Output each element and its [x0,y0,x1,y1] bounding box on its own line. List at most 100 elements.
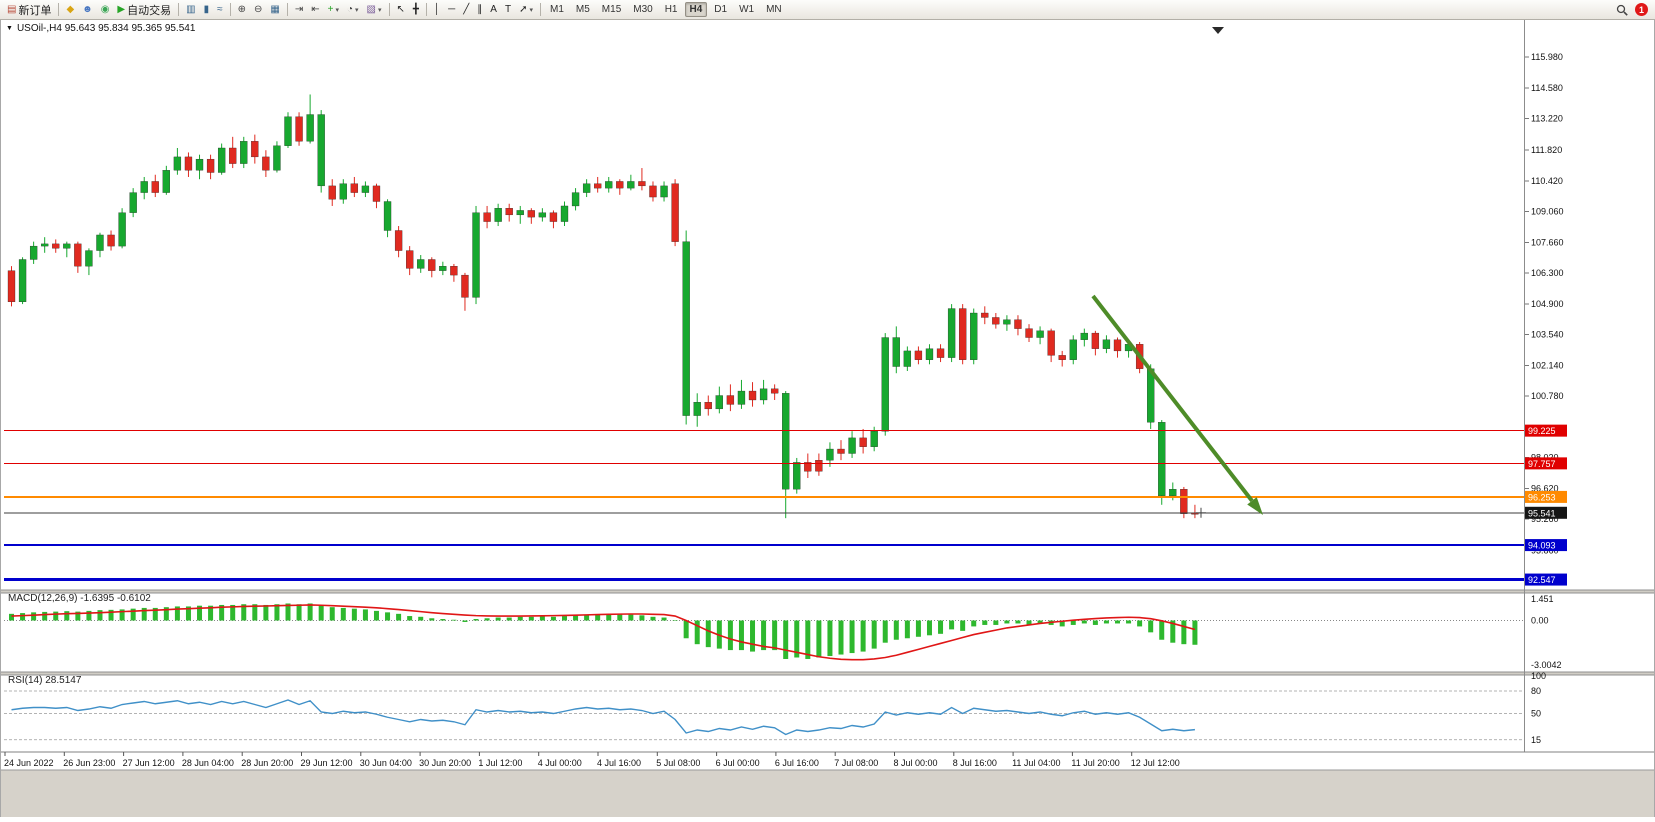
chart-menu-triangle-icon[interactable]: ▼ [6,25,13,32]
rsi-axis-label: 100 [1531,671,1546,681]
timeframe-h4-button[interactable]: H4 [684,2,708,17]
macd-histogram-bar [263,604,269,621]
vertical-line-button[interactable]: │ [430,0,444,19]
candlestick-chart-button[interactable]: ▮ [200,0,214,19]
dropdown-caret-icon: ▾ [529,6,533,14]
panel-separator[interactable] [0,590,1655,593]
rsi-axis-label: 50 [1531,709,1541,719]
macd-histogram-bar [230,604,236,621]
price-badge [1525,424,1567,437]
equidistant-channel-button[interactable]: ∥ [473,0,486,19]
templates-button[interactable]: ▧ ▾ [363,0,386,19]
profile-button[interactable]: ☻ [78,0,97,19]
metaeditor-button[interactable]: ◆ [62,0,78,19]
search-button[interactable] [1613,4,1631,16]
time-axis-label: 30 Jun 20:00 [419,758,471,768]
macd-histogram-bar [219,604,225,621]
timeframe-h1-button[interactable]: H1 [664,4,678,15]
timeframe-m5-button[interactable]: M5 [575,4,590,15]
community-button[interactable]: ◉ [97,0,114,19]
macd-histogram-bar [672,620,678,621]
chart-canvas[interactable]: 115.980 114.580 113.220 111.820 110.420 109.0… [0,20,1655,817]
candle-body [682,241,690,416]
auto-trading-label: 自动交易 [127,4,172,17]
candle-body [41,243,49,247]
zoom-in-button[interactable]: ⊕ [234,0,250,19]
time-axis-label: 27 Jun 12:00 [123,758,175,768]
macd-histogram-bar [362,609,368,621]
candle-body [649,185,657,198]
text-label-button[interactable]: T [501,0,515,19]
candle-body [18,259,27,303]
timeframe-d1-button[interactable]: D1 [714,4,728,15]
macd-histogram-bar [97,610,103,621]
macd-histogram-bar [893,620,899,640]
trend-arrow[interactable] [1091,294,1254,503]
macd-histogram-bar [407,616,413,621]
candle-body [903,350,912,367]
trend-arrow-group [1091,294,1263,515]
macd-histogram-bar [108,609,114,621]
macd-histogram-bar [130,608,136,621]
bar-chart-button[interactable]: ▥ [182,0,199,19]
candle-body [538,212,547,218]
toolbar: ▤ 新订单 ◆ ☻ ◉ ▶ 自动交易 ▥ ▮ ≈ ⊕ ⊖ ▦ ⇥ ⇤ + ▾ ◔ ▾ ▧ ▾ ↖ ╋ │ ─ ╱ ∥ A T ➚ ▾ M1 M5… [0,0,1655,20]
toolbar-separator [178,3,180,16]
trendline-button[interactable]: ╱ [459,0,473,19]
line-chart-button[interactable]: ≈ [213,0,227,19]
new-order-button[interactable]: ▤ 新订单 [3,0,55,19]
auto-trading-button[interactable]: ▶ 自动交易 [113,0,175,19]
macd-histogram-bar [340,607,346,621]
macd-histogram-bar [595,614,601,621]
candle-body [494,208,502,222]
price-badge-label: 96.253 [1528,492,1556,502]
macd-histogram-bar [727,620,733,651]
periods-button[interactable]: ◔ ▾ [343,0,363,19]
text-button[interactable]: A [486,0,501,19]
timeframe-mn-button[interactable]: MN [766,4,782,15]
arrows-button[interactable]: ➚ ▾ [515,0,537,19]
macd-histogram-bar [661,617,667,621]
candle-body [217,147,226,173]
timeframe-w1-button[interactable]: W1 [739,4,755,15]
macd-histogram-bar [738,620,744,651]
templates-icon: ▧ [366,3,376,15]
panel-separator[interactable] [0,672,1655,675]
chart-shift-button[interactable]: ⇤ [307,0,323,19]
candle-body [571,192,580,207]
auto-scroll-button[interactable]: ⇥ [291,0,307,19]
macd-histogram-bar [805,620,811,659]
chart-shift-marker-icon[interactable] [1212,27,1224,34]
macd-histogram-bar [573,615,579,621]
notification-badge[interactable]: 1 [1635,3,1648,16]
zoom-out-button[interactable]: ⊖ [250,0,266,19]
macd-histogram-bar [31,612,37,621]
macd-histogram-bar [838,620,844,655]
macd-histogram-bar [495,617,501,621]
price-axis-label: 109.060 [1531,206,1564,216]
candle-body [273,145,281,171]
rsi-panel: 100 80 50 15 [4,671,1546,745]
cursor-button[interactable]: ↖ [393,0,409,19]
timeframe-m30-button[interactable]: M30 [633,4,653,15]
crosshair-button[interactable]: ╋ [409,0,423,19]
timeframe-m1-button[interactable]: M1 [549,4,564,15]
macd-histogram-bar [1026,620,1032,625]
macd-histogram-bar [42,611,48,621]
macd-histogram-bar [871,620,877,649]
candle-body [317,114,325,187]
indicators-add-button[interactable]: + ▾ [324,0,343,19]
bottom-strip [0,770,1655,817]
candle-body [704,402,712,410]
time-axis-label: 1 Jul 12:00 [478,758,522,768]
tile-windows-button[interactable]: ▦ [266,0,283,19]
time-axis-label: 8 Jul 00:00 [894,758,938,768]
horizontal-line-button[interactable]: ─ [444,0,459,19]
timeframe-m15-button[interactable]: M15 [601,4,622,15]
candle-body [206,158,215,173]
bar-chart-icon: ▥ [186,3,196,15]
candle-body [472,212,480,298]
candle-body [361,185,370,193]
price-axis-label: 113.220 [1531,114,1563,124]
price-axis-label: 96.620 [1531,484,1559,494]
